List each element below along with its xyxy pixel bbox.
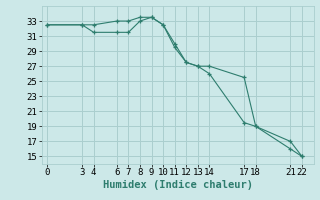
X-axis label: Humidex (Indice chaleur): Humidex (Indice chaleur)	[103, 180, 252, 190]
